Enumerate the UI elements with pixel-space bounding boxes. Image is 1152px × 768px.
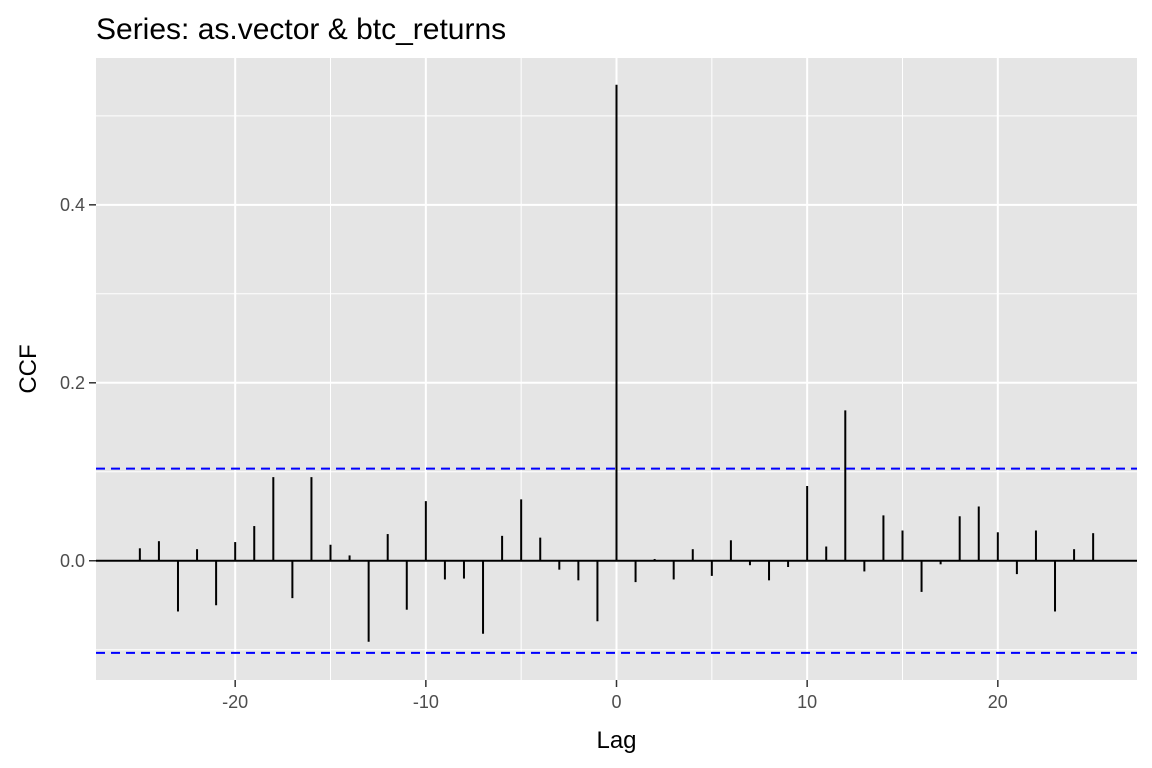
x-axis: -20 -10 0 10 20: [222, 680, 1008, 712]
ccf-bars: [138, 84, 1095, 642]
y-axis-title: CCF: [15, 344, 42, 393]
y-tick-label: 0.4: [60, 195, 85, 215]
y-axis: 0.0 0.2 0.4: [60, 195, 96, 571]
x-tick-label: 20: [988, 692, 1008, 712]
x-axis-title: Lag: [596, 727, 636, 754]
x-tick-label: 0: [611, 692, 621, 712]
x-tick-label: -20: [222, 692, 248, 712]
confidence-bounds: [96, 467, 1137, 654]
x-tick-label: -10: [413, 692, 439, 712]
chart-title: Series: as.vector & btc_returns: [96, 13, 506, 46]
x-tick-label: 10: [797, 692, 817, 712]
y-tick-label: 0.0: [60, 551, 85, 571]
y-tick-label: 0.2: [60, 373, 85, 393]
